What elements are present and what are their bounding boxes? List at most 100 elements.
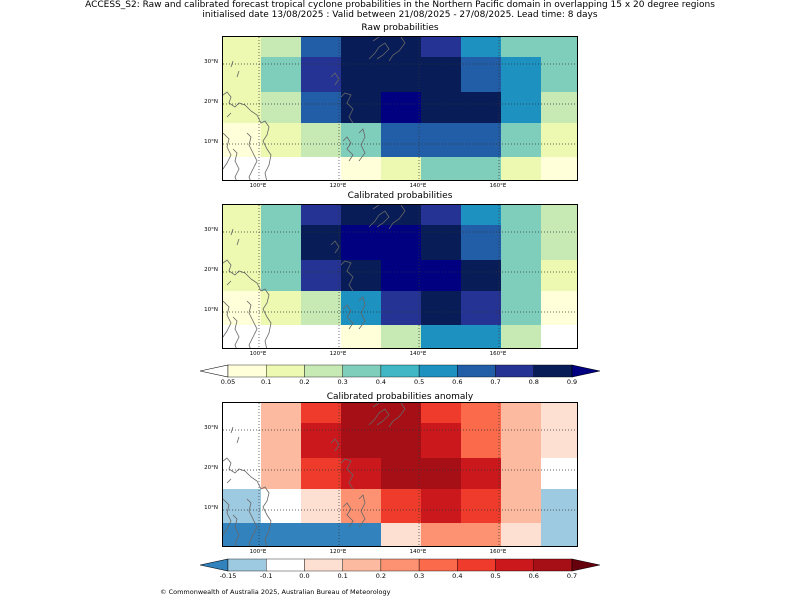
probability-cell	[461, 92, 501, 123]
colorbar-tick-label: 0.1	[337, 572, 348, 580]
probability-cell	[421, 423, 461, 458]
coastline	[368, 205, 390, 228]
probability-cell	[461, 260, 501, 291]
coastline	[388, 37, 406, 62]
colorbar-tick-label: 0.4	[452, 572, 463, 580]
probability-cell	[301, 225, 341, 260]
coastline	[232, 514, 240, 546]
probability-cell	[341, 37, 381, 57]
probability-cell	[421, 291, 461, 325]
colorbar-probability-svg	[199, 364, 601, 378]
probability-cell	[541, 92, 577, 123]
coastline	[340, 260, 354, 292]
lon-label: 140°E	[409, 183, 427, 189]
lat-label: 30°N	[204, 425, 218, 431]
colorbar-swatch	[418, 364, 458, 378]
probability-cell	[421, 92, 461, 123]
probability-cell	[341, 291, 381, 325]
probability-cell	[501, 92, 541, 123]
probability-cell	[261, 325, 301, 348]
coastline	[246, 498, 258, 546]
probability-cell	[501, 260, 541, 291]
probability-cell	[461, 57, 501, 92]
probability-cell	[461, 325, 501, 348]
colorbar-under-arrow	[199, 558, 229, 572]
panel-title-raw: Raw probabilities	[361, 23, 439, 33]
colorbar-swatch	[266, 558, 305, 572]
coastline	[358, 296, 366, 330]
colorbar-swatch	[418, 558, 458, 572]
probability-cell	[501, 157, 541, 180]
lon-label: 140°E	[409, 549, 427, 555]
probability-cell	[301, 57, 341, 92]
probability-cell	[541, 123, 577, 157]
probability-cell	[301, 458, 341, 489]
colorbar-swatch	[457, 364, 496, 378]
probability-cell	[223, 423, 261, 458]
lon-label: 140°E	[409, 351, 427, 357]
probability-cell	[301, 205, 341, 225]
probability-cell	[501, 291, 541, 325]
lat-label: 20°N	[204, 267, 218, 273]
probability-cell	[261, 123, 301, 157]
coastline	[358, 494, 366, 528]
probability-cell	[541, 458, 577, 489]
probability-cell	[541, 489, 577, 523]
colorbar-tick-label: 0.05	[220, 378, 236, 386]
probability-cell	[541, 291, 577, 325]
probability-cell	[461, 523, 501, 546]
colorbar-swatch	[380, 558, 420, 572]
lon-label: 100°E	[249, 351, 267, 357]
probability-cell	[381, 489, 421, 523]
probability-cell	[461, 403, 501, 423]
probability-cell	[381, 260, 421, 291]
probability-cell	[341, 458, 381, 489]
probability-cell	[501, 489, 541, 523]
probability-cell	[301, 157, 341, 180]
coastline	[223, 91, 272, 180]
probability-cell	[501, 57, 541, 92]
lon-label: 120°E	[329, 183, 347, 189]
colorbar-swatch	[533, 364, 573, 378]
colorbar-tick-label: 0.7	[490, 378, 501, 386]
colorbar-swatch	[304, 364, 343, 378]
colorbar-tick-label: 0.6	[528, 572, 539, 580]
coastline	[232, 148, 240, 180]
probability-cell	[381, 458, 421, 489]
probability-cell	[501, 225, 541, 260]
probability-cell	[461, 458, 501, 489]
lat-label: 10°N	[204, 505, 218, 511]
probability-cell	[421, 458, 461, 489]
lon-label: 160°E	[489, 351, 507, 357]
colorbar-swatch	[342, 558, 382, 572]
colorbar-swatch	[266, 364, 305, 378]
probability-cell	[261, 225, 301, 260]
probability-cell	[381, 157, 421, 180]
colorbar-tick-label: 0.4	[375, 378, 387, 386]
probability-cell	[541, 423, 577, 458]
panel-title-calibrated: Calibrated probabilities	[347, 191, 453, 201]
lon-label: 100°E	[249, 549, 267, 555]
probability-cell	[261, 57, 301, 92]
map-raw	[223, 37, 577, 180]
colorbar-tick-label: 0.0	[299, 572, 310, 580]
coastline	[223, 132, 232, 170]
probability-cell	[461, 489, 501, 523]
probability-cell	[223, 205, 261, 225]
colorbar-probability	[199, 363, 601, 382]
map-panel-raw	[222, 36, 578, 181]
probability-cell	[541, 523, 577, 546]
probability-cell	[261, 205, 301, 225]
probability-cell	[381, 403, 421, 423]
probability-cell	[341, 157, 381, 180]
probability-cell	[381, 523, 421, 546]
coastline	[223, 498, 232, 536]
probability-cell	[341, 260, 381, 291]
probability-cell	[461, 157, 501, 180]
probability-cell	[341, 523, 381, 546]
probability-cell	[261, 489, 301, 523]
probability-cell	[301, 92, 341, 123]
lat-label: 10°N	[204, 139, 218, 145]
probability-cell	[261, 157, 301, 180]
probability-cell	[223, 57, 261, 92]
